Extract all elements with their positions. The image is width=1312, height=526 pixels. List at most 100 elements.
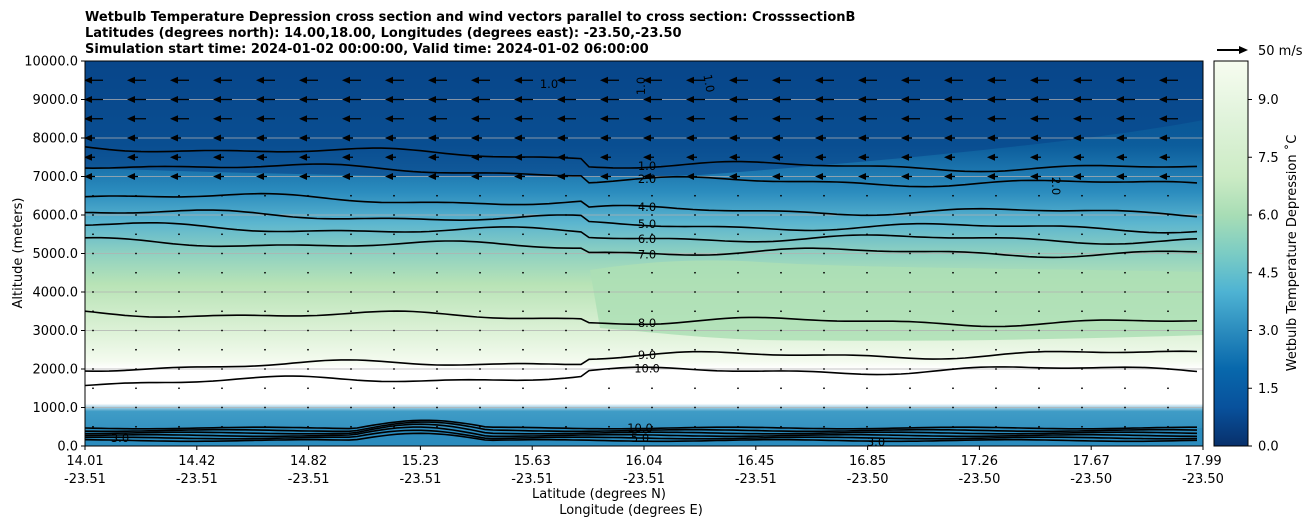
- wind-vector-dot: [694, 387, 696, 390]
- wind-vector-dot: [565, 348, 567, 351]
- quiver-key-label: 50 m/s: [1258, 44, 1303, 59]
- wind-vector-head: [1030, 115, 1038, 123]
- wind-vector-dot: [393, 425, 395, 428]
- wind-vector-dot: [1124, 406, 1126, 409]
- wind-vector-dot: [651, 310, 653, 313]
- wind-vector-dot: [952, 310, 954, 313]
- wind-vector-head: [987, 115, 995, 123]
- wind-vector-dot: [178, 271, 180, 274]
- wind-vector-head: [471, 153, 479, 161]
- wind-vector-dot: [479, 310, 481, 313]
- wind-vector-dot: [995, 214, 997, 216]
- wind-vector-dot: [1081, 348, 1083, 351]
- wind-vector-dot: [780, 271, 782, 274]
- colorbar-tick-label: 6.0: [1258, 209, 1279, 224]
- wind-vector-dot: [522, 310, 524, 313]
- wind-vector-dot: [135, 194, 137, 197]
- x-tick-lat: 17.67: [1073, 454, 1110, 469]
- wind-vector-dot: [952, 406, 954, 409]
- wind-vector-dot: [737, 387, 739, 390]
- wind-vector-head: [1073, 173, 1081, 180]
- wind-vector-dot: [522, 348, 524, 351]
- wind-vector-dot: [1124, 194, 1126, 197]
- wind-vector-dot: [436, 368, 438, 370]
- wind-vector-dot: [1038, 271, 1040, 274]
- wind-vector-dot: [1038, 310, 1040, 313]
- wind-vector-dot: [995, 252, 997, 255]
- wind-vector-dot: [952, 271, 954, 274]
- wind-vector-dot: [436, 291, 438, 293]
- wind-vector-dot: [221, 368, 223, 370]
- wind-vector-dot: [823, 291, 825, 293]
- y-tick-label: 9000.0: [33, 93, 79, 108]
- wind-vector-head: [85, 153, 92, 161]
- wind-vector-dot: [952, 368, 954, 370]
- wind-vector-head: [1030, 96, 1038, 103]
- wind-vector-dot: [737, 425, 739, 428]
- wind-vector-head: [600, 173, 608, 180]
- wind-vector-dot: [780, 368, 782, 370]
- wind-vector-head: [1116, 134, 1124, 142]
- wind-vector-dot: [135, 387, 137, 390]
- wind-vector-head: [557, 173, 565, 180]
- wind-vector-head: [299, 173, 307, 180]
- wind-vectors: [85, 76, 1178, 428]
- wind-vector-dot: [651, 348, 653, 351]
- colorbar-tick-label: 9.0: [1258, 93, 1279, 108]
- contour-line: [85, 366, 1198, 387]
- wind-vector-dot: [92, 233, 94, 236]
- wind-vector-head: [385, 115, 393, 123]
- x-tick-lon: -23.50: [847, 472, 889, 487]
- wind-vector-head: [428, 134, 436, 142]
- wind-vector-dot: [307, 387, 309, 390]
- wind-vector-dot: [522, 329, 524, 332]
- wind-vector-dot: [608, 368, 610, 370]
- wind-vector-dot: [823, 310, 825, 313]
- wind-vector-dot: [1081, 387, 1083, 390]
- y-tick-label: 8000.0: [33, 132, 79, 147]
- x-tick-lon: -23.51: [623, 472, 665, 487]
- wind-vector-dot: [135, 214, 137, 216]
- quiver-key: 50 m/s: [1217, 44, 1303, 59]
- wind-vector-head: [342, 134, 350, 142]
- wind-vector-dot: [350, 368, 352, 370]
- wind-vector-dot: [178, 329, 180, 332]
- wind-vector-head: [1073, 96, 1081, 103]
- wind-vector-head: [815, 115, 823, 123]
- wind-vector-dot: [608, 271, 610, 274]
- wind-vector-head: [471, 115, 479, 123]
- wind-vector-dot: [135, 406, 137, 409]
- x-tick-lat: 14.42: [178, 454, 215, 469]
- wind-vector-dot: [1167, 368, 1169, 370]
- wind-vector-dot: [780, 329, 782, 332]
- wind-vector-dot: [92, 310, 94, 313]
- x-tick-lon: -23.51: [64, 472, 106, 487]
- contour-label: 7.0: [638, 247, 656, 261]
- wind-vector-dot: [92, 406, 94, 409]
- wind-vector-dot: [565, 291, 567, 293]
- x-tick-lat: 16.85: [849, 454, 886, 469]
- wind-vector-dot: [565, 406, 567, 409]
- wind-vector-dot: [952, 387, 954, 390]
- wind-vector-dot: [737, 348, 739, 351]
- wind-vector-dot: [780, 291, 782, 293]
- wind-vector-dot: [780, 406, 782, 409]
- x-tick-lon: -23.51: [735, 472, 777, 487]
- wind-vector-head: [815, 76, 823, 84]
- wind-vector-head: [471, 134, 479, 142]
- wind-vector-head: [815, 134, 823, 142]
- wind-vector-head: [428, 115, 436, 123]
- wind-vector-dot: [1081, 252, 1083, 255]
- y-tick-label: 4000.0: [33, 286, 79, 301]
- x-tick-lon: -23.50: [1070, 472, 1112, 487]
- wind-vector-head: [557, 96, 565, 103]
- wind-vector-head: [342, 115, 350, 123]
- wind-vector-head: [514, 76, 522, 84]
- wind-vector-dot: [1124, 214, 1126, 216]
- wind-vector-dot: [393, 194, 395, 197]
- wind-vector-dot: [995, 194, 997, 197]
- wind-vector-dot: [522, 291, 524, 293]
- wind-vector-head: [557, 134, 565, 142]
- wind-vector-dot: [1167, 233, 1169, 236]
